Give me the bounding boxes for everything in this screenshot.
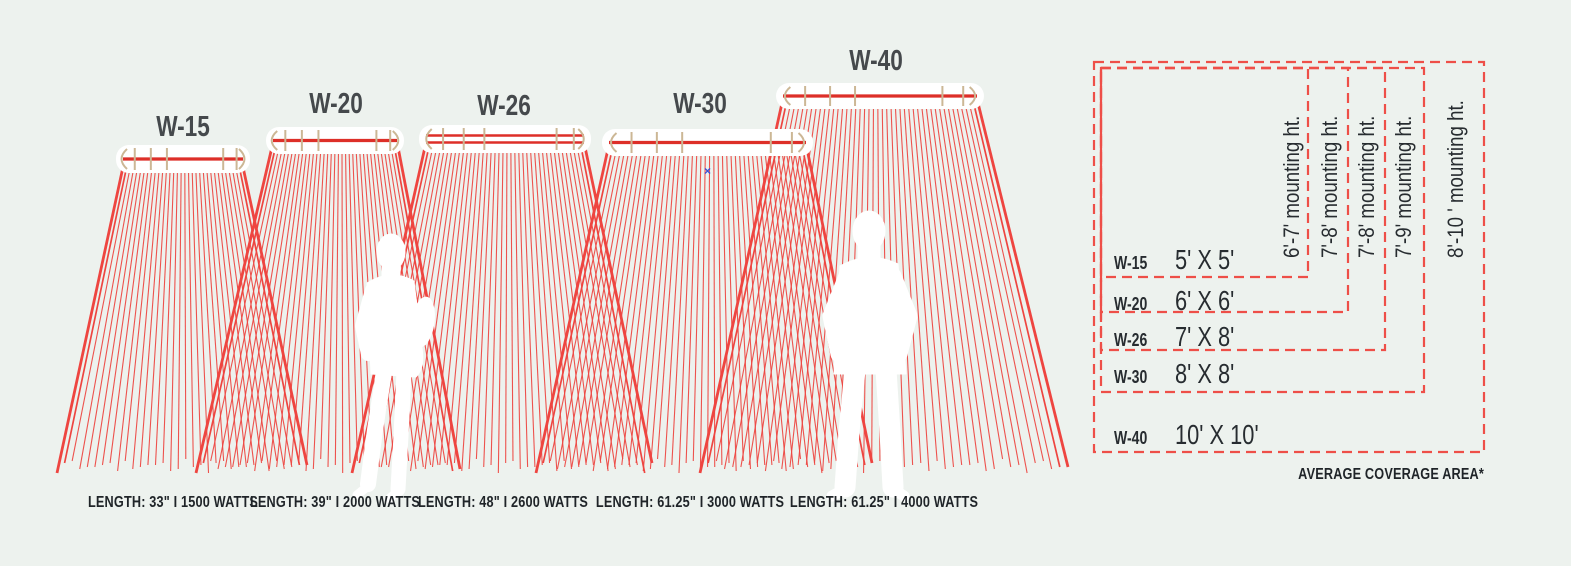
person-leg <box>360 364 392 492</box>
person-bag <box>411 296 435 348</box>
heater-bar-w-20 <box>266 127 404 154</box>
coverage-fans <box>55 102 1070 474</box>
coverage-box-w-40 <box>1092 60 1486 454</box>
mounting-height-text: 8'-10 ' mounting ht. <box>1443 100 1468 258</box>
person-foot <box>352 481 373 500</box>
mounting-height-text: 7'-8' mounting ht. <box>1317 115 1342 258</box>
heater-bar-w-15 <box>116 145 250 173</box>
person-foot <box>887 483 910 502</box>
coverage-row-value: 5' X 5' <box>1174 244 1234 275</box>
coverage-row-w15: W-15 5' X 5' <box>1114 245 1251 275</box>
person-arm <box>355 283 379 361</box>
coverage-fan-w-30 <box>534 148 874 474</box>
heater-title-w26: W-26 <box>477 90 531 122</box>
person-silhouette-left <box>352 233 435 504</box>
coverage-footnote: AVERAGE COVERAGE AREA* <box>1298 466 1484 483</box>
mounting-height-label-w20: 7'-8' mounting ht. <box>1317 66 1342 258</box>
coverage-box-w-26 <box>1099 66 1387 352</box>
coverage-row-w26: W-26 7' X 8' <box>1114 322 1251 352</box>
person-arm <box>884 267 918 363</box>
person-silhouette-right <box>822 210 918 502</box>
heater-spec-w30: LENGTH: 61.25" I 3000 WATTS <box>595 494 785 511</box>
person-foot <box>826 483 851 502</box>
coverage-row-model: W-40 <box>1114 428 1148 448</box>
heater-spec-w20: LENGTH: 39" I 2000 WATTS <box>249 494 421 511</box>
coverage-row-value: 8' X 8' <box>1174 358 1234 389</box>
coverage-box-w-30 <box>1099 66 1426 394</box>
heater-spec-w26: LENGTH: 48" I 2600 WATTS <box>417 494 589 511</box>
mounting-height-label-w26: 7'-8' mounting ht. <box>1354 66 1379 258</box>
mounting-height-text: 7'-8' mounting ht. <box>1354 115 1379 258</box>
person-torso <box>366 274 424 378</box>
heater-title-w15: W-15 <box>156 111 210 143</box>
heater-bar-w-26 <box>419 125 591 153</box>
coverage-box-w-20 <box>1099 66 1350 314</box>
heater-spec-w15: LENGTH: 33" I 1500 WATTS <box>87 494 259 511</box>
mounting-height-label-w40: 8'-10 ' mounting ht. <box>1443 66 1468 258</box>
heater-title-w30: W-30 <box>673 88 727 120</box>
coverage-row-w40: W-40 10' X 10' <box>1114 420 1282 450</box>
person-leg <box>390 364 412 497</box>
coverage-row-w30: W-30 8' X 8' <box>1114 359 1251 389</box>
coverage-row-model: W-20 <box>1114 294 1148 314</box>
coverage-fan-w-20 <box>194 146 462 474</box>
stray-marker: × <box>704 164 712 178</box>
person-foot <box>384 486 403 504</box>
mounting-height-text: 7'-9' mounting ht. <box>1391 115 1416 258</box>
person-arm <box>822 267 856 363</box>
mounting-height-label-w30: 7'-9' mounting ht. <box>1391 66 1416 258</box>
mounting-height-text: 6'-7' mounting ht. <box>1279 115 1304 258</box>
person-leg <box>834 359 866 498</box>
coverage-row-model: W-30 <box>1114 367 1148 387</box>
person-leg <box>875 359 904 498</box>
heater-title-w20: W-20 <box>309 88 363 120</box>
heater-title-w40: W-40 <box>849 45 903 77</box>
coverage-row-value: 6' X 6' <box>1174 285 1234 316</box>
heater-spec-w40: LENGTH: 61.25" I 4000 WATTS <box>789 494 979 511</box>
heater-bar-w-30 <box>602 129 813 156</box>
heater-bars <box>116 83 984 173</box>
coverage-row-model: W-15 <box>1114 253 1148 273</box>
coverage-row-model: W-26 <box>1114 330 1148 350</box>
coverage-row-value: 10' X 10' <box>1174 419 1259 450</box>
heater-bar-w-40 <box>776 83 984 109</box>
mounting-height-label-w15: 6'-7' mounting ht. <box>1279 66 1304 258</box>
coverage-area-boxes <box>1092 60 1486 454</box>
coverage-row-value: 7' X 8' <box>1174 321 1234 352</box>
coverage-row-w20: W-20 6' X 6' <box>1114 286 1251 316</box>
